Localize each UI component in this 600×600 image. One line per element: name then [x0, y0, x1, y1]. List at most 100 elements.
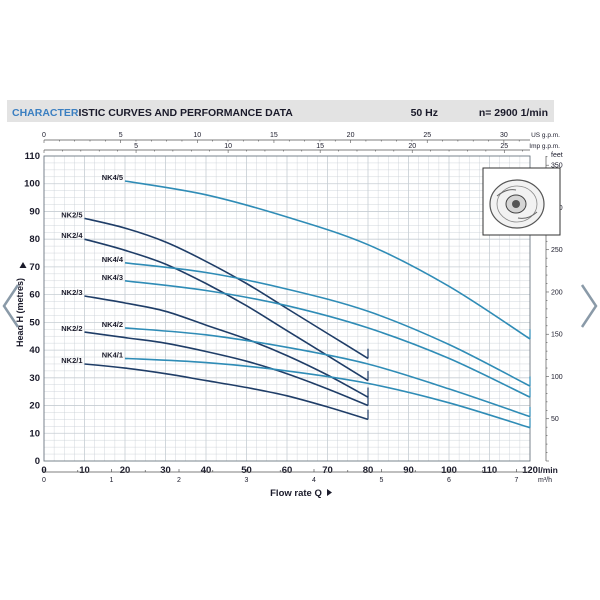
series-nk4-3 — [124, 280, 531, 398]
y-tick-label: 50 — [29, 317, 40, 328]
x-tick-label: 30 — [160, 465, 171, 476]
series-nk2-5 — [84, 217, 369, 360]
feet-tick-label: 350 — [551, 163, 563, 170]
series-nk2-4-label: NK2/4 — [61, 231, 83, 240]
m3h-unit-label: m³/h — [538, 477, 552, 484]
series-nk2-3-label: NK2/3 — [61, 288, 82, 297]
usgpm-tick-label: 10 — [193, 132, 201, 139]
usgpm-tick-label: 15 — [270, 132, 278, 139]
series-nk2-5-curve — [84, 217, 369, 360]
series-nk2-1-label: NK2/1 — [61, 356, 82, 365]
x-tick-label: 70 — [322, 465, 333, 476]
series-nk2-2-label: NK2/2 — [61, 324, 82, 333]
usgpm-tick-label: 20 — [347, 132, 355, 139]
x-axis-arrow-icon — [327, 489, 332, 496]
series-nk4-4 — [124, 262, 531, 387]
y-axis-title: Head H (metres) — [15, 278, 25, 347]
feet-tick-label: 150 — [551, 332, 563, 339]
x-tick-label: 60 — [282, 465, 293, 476]
m3h-tick-label: 2 — [177, 477, 181, 484]
y-tick-label: 110 — [25, 151, 40, 162]
impgpm-unit-label: Imp g.p.m. — [529, 143, 560, 150]
impgpm-tick-label: 15 — [316, 143, 324, 150]
series-nk2-1-curve — [84, 363, 369, 421]
feet-unit-label: feet — [551, 152, 563, 159]
series-nk4-1 — [124, 357, 531, 429]
y-tick-label: 0 — [35, 456, 40, 467]
pump-impeller-icon — [482, 167, 561, 236]
x-tick-label: 10 — [79, 465, 90, 476]
feet-tick-label: 100 — [551, 374, 563, 381]
impgpm-tick-label: 25 — [500, 143, 508, 150]
x-tick-label: 120 — [522, 465, 538, 476]
series-nk4-1-label: NK4/1 — [102, 350, 123, 359]
series-nk4-3-curve — [124, 280, 531, 398]
header-bar — [7, 100, 554, 122]
y-axis-arrow-icon — [19, 262, 27, 268]
series-nk4-2-label: NK4/2 — [102, 320, 123, 329]
y-tick-label: 30 — [29, 373, 40, 384]
m3h-tick-label: 3 — [245, 477, 249, 484]
y-tick-label: 90 — [29, 206, 40, 217]
series-nk2-1 — [84, 363, 369, 421]
x-unit-label: l/min — [538, 465, 558, 475]
y-tick-label: 60 — [29, 290, 40, 301]
impgpm-tick-label: 20 — [408, 143, 416, 150]
speed-label: n= 2900 1/min — [479, 107, 548, 119]
y-tick-label: 70 — [29, 262, 40, 273]
chart-axes: 0102030405060708090100110120010203040506… — [15, 132, 563, 499]
chart-series-labels: NK4/5 NK2/5 NK2/4 NK4/4 NK4/3 NK2/3 NK4/2 NK2/2… — [61, 173, 124, 365]
x-tick-label: 20 — [120, 465, 131, 476]
x-tick-label: 80 — [363, 465, 374, 476]
series-nk4-5-curve — [124, 180, 531, 340]
series-nk4-2-curve — [124, 327, 531, 418]
y-tick-label: 40 — [29, 345, 40, 356]
x-axis-title: Flow rate Q — [270, 488, 322, 499]
x-tick-label: 40 — [201, 465, 212, 476]
x-tick-label: 90 — [403, 465, 414, 476]
usgpm-tick-label: 0 — [42, 132, 46, 139]
y-tick-label: 20 — [29, 401, 40, 412]
series-nk4-4-curve — [124, 262, 531, 387]
series-nk2-3 — [84, 295, 369, 398]
series-nk4-5-label: NK4/5 — [102, 173, 123, 182]
y-tick-label: 80 — [29, 234, 40, 245]
plot-frame — [43, 155, 531, 462]
frequency-label: 50 Hz — [411, 107, 438, 119]
m3h-tick-label: 0 — [42, 477, 46, 484]
m3h-tick-label: 4 — [312, 477, 316, 484]
y-tick-label: 100 — [24, 179, 40, 190]
chart-series — [84, 180, 531, 429]
usgpm-unit-label: US g.p.m. — [531, 132, 560, 139]
series-nk2-2-curve — [84, 331, 369, 407]
series-nk4-3-label: NK4/3 — [102, 273, 123, 282]
y-tick-label: 10 — [29, 428, 40, 439]
series-nk4-4-label: NK4/4 — [102, 255, 124, 264]
chevron-left-icon[interactable] — [0, 283, 24, 329]
m3h-tick-label: 6 — [447, 477, 451, 484]
feet-tick-label: 200 — [551, 289, 563, 296]
chart-title-rest: ISTIC CURVES AND PERFORMANCE DATA — [79, 107, 294, 119]
feet-tick-label: 50 — [551, 416, 559, 423]
chart-title: CHARACTERISTIC CURVES AND PERFORMANCE DA… — [12, 107, 293, 119]
feet-tick-label: 250 — [551, 247, 563, 254]
chevron-right-icon[interactable] — [576, 283, 600, 329]
impgpm-tick-label: 5 — [134, 143, 138, 150]
series-nk2-3-curve — [84, 295, 369, 398]
usgpm-tick-label: 25 — [423, 132, 431, 139]
series-nk4-5 — [124, 180, 531, 340]
series-nk4-1-curve — [124, 357, 531, 429]
m3h-tick-label: 7 — [515, 477, 519, 484]
series-nk2-5-label: NK2/5 — [61, 210, 82, 219]
m3h-tick-label: 1 — [110, 477, 114, 484]
chart-title-highlight: CHARACTER — [12, 107, 79, 119]
impgpm-tick-label: 10 — [224, 143, 232, 150]
usgpm-tick-label: 5 — [119, 132, 123, 139]
usgpm-tick-label: 30 — [500, 132, 508, 139]
series-nk2-2 — [84, 331, 369, 407]
m3h-tick-label: 5 — [380, 477, 384, 484]
x-tick-label: 110 — [482, 465, 497, 476]
series-nk4-2 — [124, 327, 531, 418]
chart-grid — [43, 155, 531, 462]
